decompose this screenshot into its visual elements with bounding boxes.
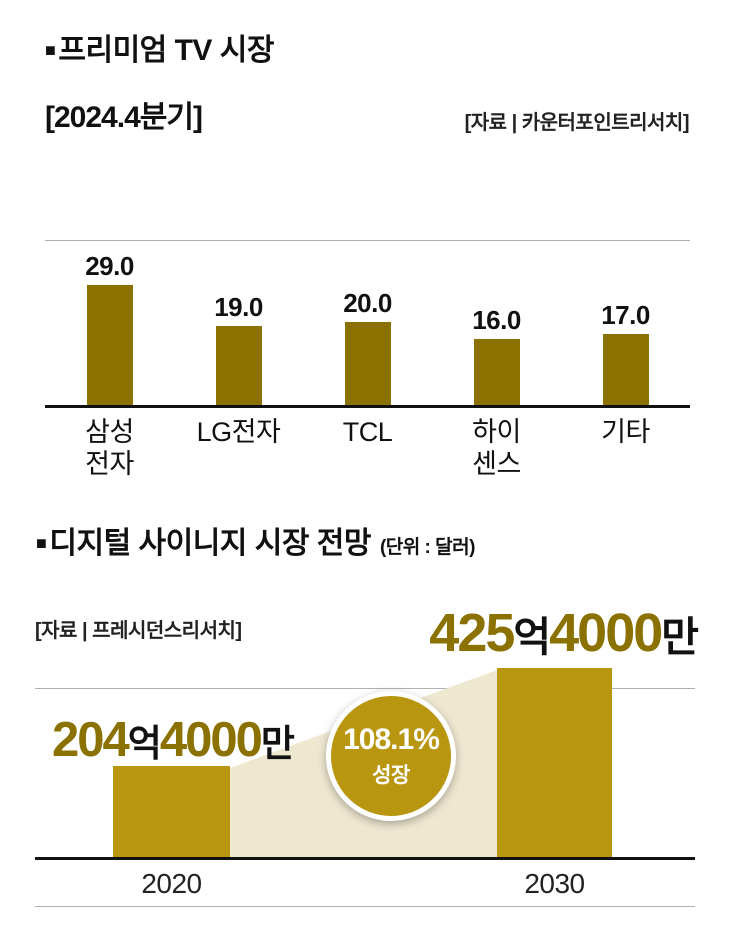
bar-group-lg: 19.0 (174, 240, 303, 405)
bar-2030 (497, 668, 612, 857)
bar-lg (215, 326, 262, 405)
year-label-2030: 2030 (524, 868, 585, 899)
growth-badge: 108.1% 성장 (326, 691, 456, 821)
chart2-unit-note: (단위 : 달러) (379, 537, 475, 558)
chart1-title: ■ 프리미엄 TV 시장 (45, 25, 274, 69)
bar-group-tcl: 20.0 (303, 240, 432, 405)
category-label-samsung: 삼성 전자 (85, 417, 134, 479)
chart1-source: [자료 | 카운터포인트리서치] (464, 112, 690, 134)
chart2-title-text: 디지털 사이니지 시장 전망 (49, 527, 371, 560)
value-2020-suffix: 만 (260, 723, 295, 764)
value-2030-number: 4000 (549, 603, 663, 663)
chart2-title: ■ 디지털 사이니지 시장 전망 (단위 : 달러) (36, 518, 475, 562)
bar-tcl (344, 322, 391, 405)
bar-group-others: 17.0 (561, 240, 690, 405)
year-label-2020: 2020 (141, 868, 202, 899)
square-bullet-icon: ■ (36, 533, 47, 554)
value-2030-number: 425 (429, 603, 515, 663)
chart2-gridline-top (35, 688, 695, 689)
chart2-x-axis (35, 857, 695, 860)
chart1-gridline (45, 240, 690, 241)
chart1-bars: 29.0 19.0 20.0 16.0 17.0 (45, 240, 690, 405)
value-2030-suffix: 만 (661, 614, 699, 660)
bar-value-label: 29.0 (85, 251, 134, 281)
chart2-source: [자료 | 프레시던스리서치] (35, 620, 242, 642)
category-label-tcl: TCL (342, 417, 393, 447)
bar-samsung (86, 285, 133, 405)
category-label-hisense: 하이 센스 (472, 417, 521, 479)
chart1-period: [2024.4분기] (45, 101, 203, 134)
bar-others (602, 334, 649, 405)
square-bullet-icon: ■ (45, 40, 56, 61)
bar-value-label: 19.0 (214, 292, 263, 322)
value-label-2030: 425억4000만 (429, 602, 699, 664)
bar-2020 (113, 766, 230, 857)
growth-label: 성장 (372, 764, 410, 787)
value-2020-number: 204 (52, 713, 130, 767)
chart1-x-axis (45, 405, 690, 408)
value-2020-suffix: 억 (127, 723, 162, 764)
bar-value-label: 20.0 (343, 288, 392, 318)
chart1-title-text: 프리미엄 TV 시장 (58, 34, 274, 67)
bar-group-hisense: 16.0 (432, 240, 561, 405)
category-label-lg: LG전자 (196, 417, 281, 447)
bar-group-samsung: 29.0 (45, 240, 174, 405)
chart2-gridline-bottom (35, 906, 695, 907)
value-2020-number: 4000 (159, 713, 263, 767)
value-label-2020: 204억4000만 (52, 712, 295, 768)
bar-value-label: 16.0 (472, 305, 521, 335)
value-2030-suffix: 억 (513, 614, 551, 660)
chart1-category-labels: 삼성 전자 LG전자 TCL 하이 센스 기타 (45, 416, 690, 480)
growth-percent: 108.1% (343, 723, 440, 756)
bar-hisense (473, 339, 520, 405)
bar-value-label: 17.0 (601, 300, 650, 330)
category-label-others: 기타 (601, 417, 650, 447)
